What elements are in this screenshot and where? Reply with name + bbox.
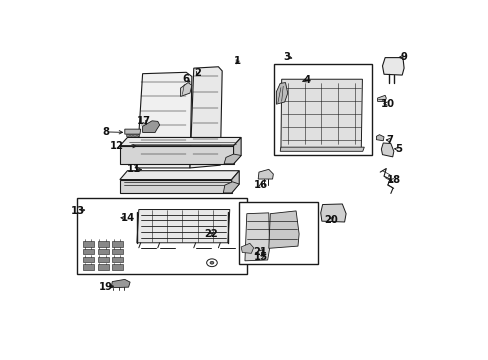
Polygon shape bbox=[129, 134, 132, 136]
Polygon shape bbox=[244, 213, 269, 261]
Text: 18: 18 bbox=[386, 175, 400, 185]
Polygon shape bbox=[223, 182, 239, 193]
Polygon shape bbox=[136, 134, 139, 136]
Polygon shape bbox=[112, 257, 123, 262]
Polygon shape bbox=[120, 171, 239, 180]
Bar bbox=[274, 64, 371, 155]
Text: 14: 14 bbox=[120, 213, 134, 224]
Polygon shape bbox=[258, 169, 273, 179]
Text: 13: 13 bbox=[71, 206, 85, 216]
Polygon shape bbox=[97, 257, 109, 262]
Polygon shape bbox=[97, 249, 109, 255]
Polygon shape bbox=[83, 264, 94, 270]
Polygon shape bbox=[382, 58, 403, 75]
Text: 6: 6 bbox=[183, 74, 189, 84]
Polygon shape bbox=[381, 143, 393, 157]
Polygon shape bbox=[320, 204, 346, 222]
Text: 4: 4 bbox=[303, 75, 310, 85]
Text: 11: 11 bbox=[126, 164, 141, 174]
Polygon shape bbox=[233, 138, 241, 164]
Polygon shape bbox=[120, 138, 241, 146]
Text: 7: 7 bbox=[386, 135, 393, 145]
Polygon shape bbox=[231, 171, 239, 193]
Polygon shape bbox=[126, 134, 129, 136]
Text: 3: 3 bbox=[283, 51, 289, 62]
Polygon shape bbox=[280, 79, 362, 149]
Polygon shape bbox=[189, 67, 222, 168]
Polygon shape bbox=[142, 121, 159, 132]
Bar bbox=[77, 198, 246, 274]
Text: 16: 16 bbox=[253, 180, 267, 190]
Polygon shape bbox=[112, 249, 123, 255]
Polygon shape bbox=[124, 129, 141, 134]
Polygon shape bbox=[83, 257, 94, 262]
Text: 20: 20 bbox=[324, 215, 337, 225]
Polygon shape bbox=[112, 264, 123, 270]
Circle shape bbox=[206, 259, 217, 267]
Polygon shape bbox=[241, 243, 253, 253]
Polygon shape bbox=[268, 211, 299, 248]
Polygon shape bbox=[224, 154, 241, 164]
Text: 19: 19 bbox=[99, 282, 113, 292]
Polygon shape bbox=[83, 241, 94, 247]
Text: 10: 10 bbox=[380, 99, 394, 109]
Text: 22: 22 bbox=[203, 229, 217, 239]
Polygon shape bbox=[97, 241, 109, 247]
Polygon shape bbox=[120, 146, 233, 164]
Polygon shape bbox=[111, 279, 130, 288]
Polygon shape bbox=[180, 82, 191, 96]
Text: 9: 9 bbox=[400, 52, 407, 62]
Polygon shape bbox=[83, 249, 94, 255]
Bar bbox=[239, 202, 317, 264]
Polygon shape bbox=[133, 134, 136, 136]
Polygon shape bbox=[377, 95, 386, 102]
Text: 21: 21 bbox=[253, 247, 266, 257]
Text: 2: 2 bbox=[194, 68, 201, 78]
Polygon shape bbox=[97, 264, 109, 270]
Circle shape bbox=[210, 261, 213, 264]
Polygon shape bbox=[137, 210, 229, 243]
Text: 17: 17 bbox=[137, 116, 150, 126]
Polygon shape bbox=[376, 135, 383, 141]
Text: 8: 8 bbox=[102, 127, 109, 137]
Polygon shape bbox=[280, 147, 364, 151]
Text: 15: 15 bbox=[254, 252, 268, 262]
Text: 5: 5 bbox=[394, 144, 401, 154]
Polygon shape bbox=[112, 241, 123, 247]
Text: 1: 1 bbox=[233, 56, 241, 66]
Text: 12: 12 bbox=[110, 141, 124, 151]
Polygon shape bbox=[135, 72, 191, 168]
Polygon shape bbox=[120, 180, 231, 193]
Polygon shape bbox=[276, 82, 287, 104]
